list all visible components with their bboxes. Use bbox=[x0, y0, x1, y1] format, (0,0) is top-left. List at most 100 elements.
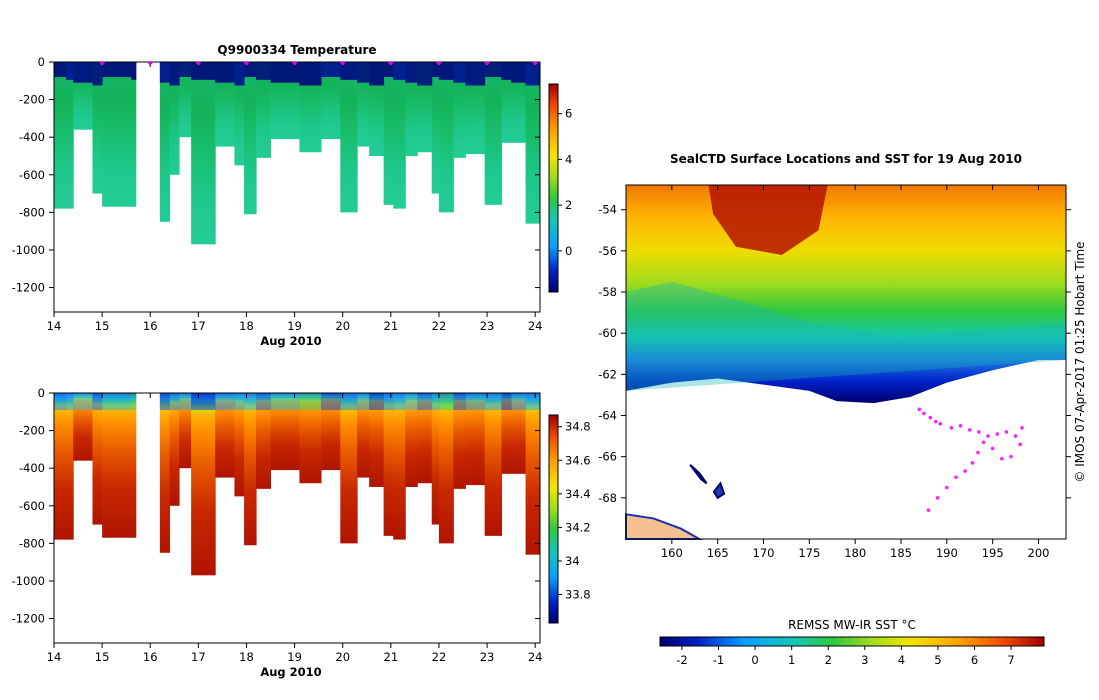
profile-marker bbox=[195, 62, 202, 66]
salinity-section-plot: 14 15 16 17 18 19 20 21 22 23 24 0 -200 -400 -600 -800 -… bbox=[12, 386, 591, 679]
surface-cell bbox=[179, 62, 192, 78]
profile-marker bbox=[147, 62, 154, 66]
surface-cell bbox=[92, 62, 103, 86]
map-x-tick-label: 175 bbox=[798, 546, 820, 560]
profile-column bbox=[340, 393, 358, 544]
temperature-section-plot: 14 15 16 17 18 19 20 21 22 23 240-200-400-600-800-… bbox=[12, 43, 573, 348]
track-point bbox=[1018, 442, 1022, 447]
track-point bbox=[977, 430, 981, 434]
y-tick-label: -600 bbox=[19, 499, 45, 513]
profile-column bbox=[340, 62, 358, 213]
profile-column bbox=[321, 393, 341, 471]
surface-cell bbox=[511, 62, 527, 83]
surface-cell bbox=[383, 62, 394, 78]
section-data bbox=[54, 62, 541, 245]
map-y-tick-label: -58 bbox=[598, 285, 617, 299]
x-tick-label: 21 bbox=[384, 650, 399, 664]
track-point bbox=[938, 421, 943, 426]
map-x-tick-label: 190 bbox=[936, 546, 958, 560]
surface-cell bbox=[525, 62, 541, 86]
track-point bbox=[1009, 454, 1013, 459]
map-y-tick-label: -56 bbox=[598, 244, 617, 258]
profile-column bbox=[244, 62, 257, 215]
surface-cell bbox=[191, 393, 216, 410]
x-axis-label: Aug 2010 bbox=[260, 665, 321, 679]
track-point bbox=[928, 415, 933, 420]
balleny-island bbox=[712, 481, 726, 500]
surface-cell bbox=[501, 393, 512, 410]
surface-cell bbox=[256, 62, 272, 80]
profile-column bbox=[393, 393, 406, 540]
antarctic-coast bbox=[625, 513, 704, 540]
profile-column bbox=[431, 62, 440, 194]
profile-column bbox=[465, 393, 486, 486]
x-tick-label: 24 bbox=[528, 319, 543, 333]
x-tick-label: 18 bbox=[239, 650, 254, 664]
map-y-tick-label: -60 bbox=[598, 326, 617, 340]
track-point bbox=[990, 446, 995, 451]
colorbar-tick-label: 34 bbox=[565, 554, 580, 568]
track-point bbox=[995, 432, 1000, 436]
surface-cell bbox=[383, 393, 394, 410]
surface-cell bbox=[215, 62, 235, 83]
surface-cell bbox=[92, 393, 103, 410]
profile-column bbox=[321, 62, 341, 140]
x-tick-label: 20 bbox=[335, 650, 350, 664]
profile-column bbox=[431, 393, 440, 525]
profile-column bbox=[102, 393, 132, 538]
x-tick-label: 19 bbox=[287, 319, 302, 333]
colorbar-tick-label: 34.2 bbox=[565, 520, 591, 534]
track-point bbox=[986, 434, 990, 438]
profile-column bbox=[501, 62, 512, 143]
surface-cell bbox=[215, 393, 235, 410]
profile-column bbox=[438, 62, 454, 213]
plot-frame bbox=[53, 392, 541, 644]
profile-column bbox=[405, 393, 418, 487]
profile-column bbox=[369, 393, 385, 487]
colorbar bbox=[548, 414, 559, 624]
track-point bbox=[949, 426, 954, 430]
map-x-tick-label: 185 bbox=[890, 546, 912, 560]
colorbar bbox=[548, 83, 559, 293]
track-point bbox=[1004, 430, 1009, 434]
sst-colorbar-tick-label: -1 bbox=[713, 653, 724, 667]
profile-column bbox=[54, 393, 67, 540]
surface-cell bbox=[357, 393, 370, 410]
balleny-island bbox=[689, 464, 708, 485]
surface-cell bbox=[179, 393, 192, 410]
surface-cell bbox=[130, 62, 137, 80]
surface-cell bbox=[321, 393, 341, 410]
profile-column bbox=[130, 62, 137, 207]
surface-cell bbox=[340, 62, 358, 80]
sst-map-plot: SealCTD Surface Locations and SST for 19… bbox=[598, 152, 1087, 667]
x-tick-label: 14 bbox=[47, 650, 62, 664]
surface-cell bbox=[244, 393, 257, 410]
track-point bbox=[917, 407, 922, 412]
profile-column bbox=[393, 62, 406, 209]
profile-column bbox=[102, 62, 132, 207]
map-y-tick-label: -54 bbox=[598, 203, 617, 217]
x-tick-label: 21 bbox=[384, 319, 399, 333]
colorbar-tick-label: 34.8 bbox=[565, 420, 591, 434]
surface-cell bbox=[169, 393, 180, 410]
track-point bbox=[945, 485, 949, 490]
track-point bbox=[963, 469, 967, 473]
y-tick-label: -1200 bbox=[12, 612, 45, 626]
surface-cell bbox=[299, 62, 322, 86]
surface-cell bbox=[321, 62, 341, 78]
x-tick-label: 15 bbox=[95, 650, 110, 664]
profile-column bbox=[179, 62, 192, 138]
surface-cell bbox=[66, 62, 74, 80]
surface-cell bbox=[453, 62, 466, 83]
track-point bbox=[954, 475, 958, 480]
profile-marker bbox=[435, 62, 442, 66]
track-point bbox=[970, 461, 975, 465]
sst-colorbar-tick-label: 6 bbox=[971, 653, 978, 667]
profile-column bbox=[256, 62, 272, 158]
map-x-tick-label: 165 bbox=[707, 546, 729, 560]
profile-column bbox=[215, 62, 235, 147]
profile-column bbox=[191, 393, 216, 576]
track-point bbox=[922, 411, 926, 416]
profile-column bbox=[169, 62, 180, 175]
